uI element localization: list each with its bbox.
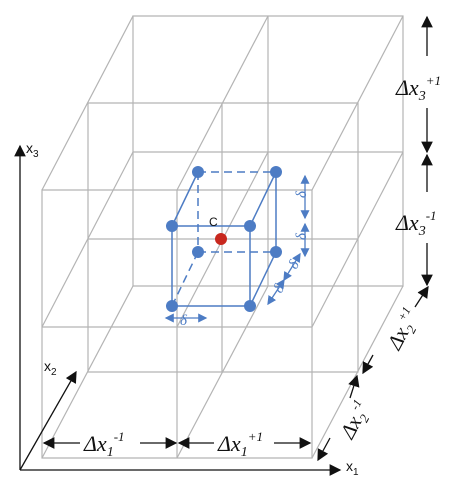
dx1-plus-label: Δx1+1 <box>217 429 263 460</box>
center-label: C <box>209 215 218 229</box>
dx3-plus-label: Δx3+1 <box>395 73 441 104</box>
vertex-dot <box>192 246 204 258</box>
vertex-dot <box>192 166 204 178</box>
delta-label: δ <box>271 281 289 296</box>
delta-label: δ <box>294 232 310 240</box>
x3-axis-label: x3 <box>26 140 39 160</box>
x2-axis <box>19 370 77 471</box>
vertex-dot <box>270 246 282 258</box>
vertex-dot <box>166 300 178 312</box>
x2-axis-label: x2 <box>44 358 57 378</box>
interval-labels: Δx1-1 Δx1+1 Δx3+1 Δx3-1 Δx2-1 Δx2+1 <box>83 73 441 460</box>
delta-label: δ <box>294 190 310 198</box>
vertex-dot <box>244 220 256 232</box>
dx1-minus-label: Δx1-1 <box>83 429 125 460</box>
vertex-dot <box>166 220 178 232</box>
delta-label: δ <box>180 313 188 329</box>
dx2-plus-label: Δx2+1 <box>381 304 426 355</box>
center-point <box>215 233 227 245</box>
control-volume-cube <box>171 171 277 307</box>
interval-arrows <box>42 15 433 462</box>
cube-vertices <box>166 166 282 312</box>
delta-label: δ <box>286 257 304 272</box>
x1-axis-label: x1 <box>346 458 359 478</box>
vertex-dot <box>270 166 282 178</box>
dx3-minus-label: Δx3-1 <box>395 208 437 239</box>
delta-markers <box>164 174 310 323</box>
vertex-dot <box>244 300 256 312</box>
coordinate-axes <box>14 144 342 476</box>
